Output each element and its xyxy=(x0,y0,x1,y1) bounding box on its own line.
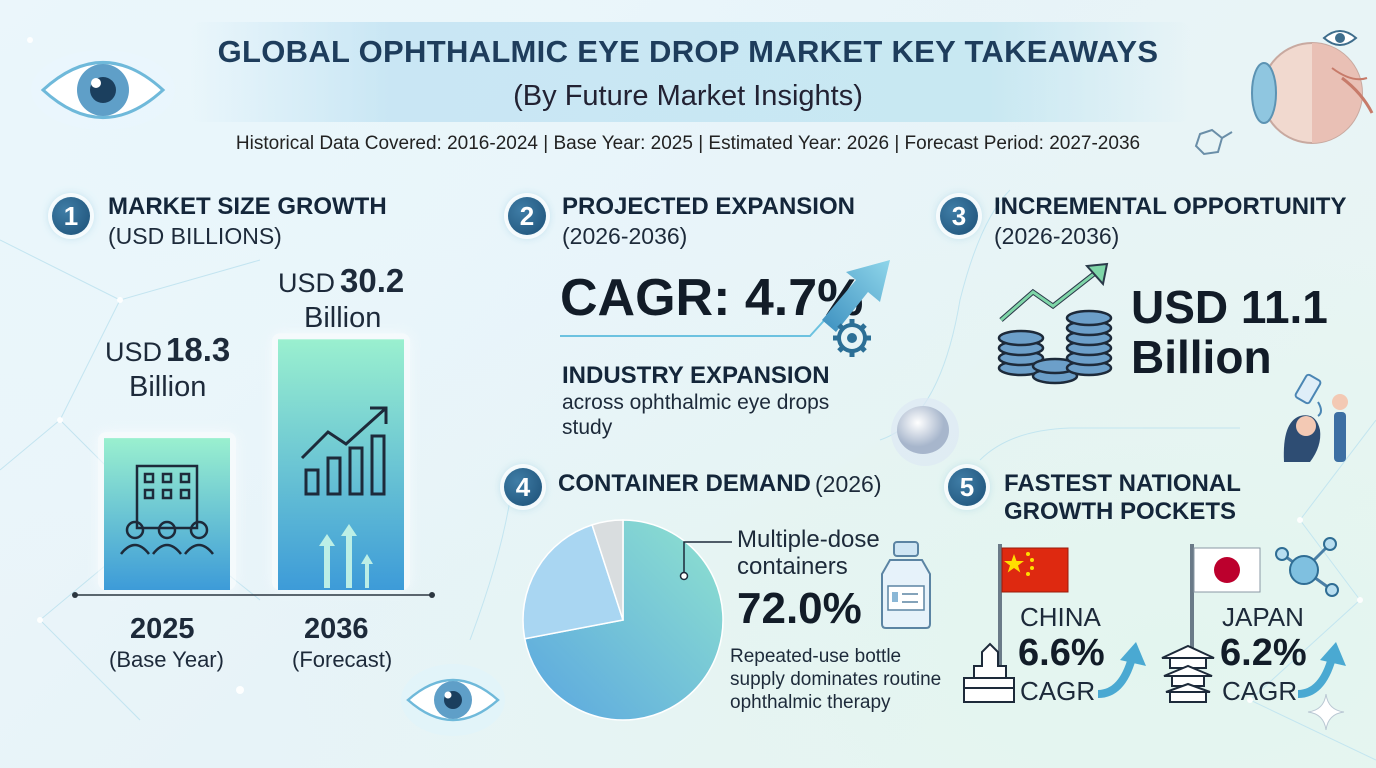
coins-growth-icon xyxy=(997,262,1113,385)
contact-lens-icon xyxy=(891,398,959,466)
incremental-value-line2: Billion xyxy=(1131,331,1272,383)
industry-expansion-line1: across ophthalmic eye drops xyxy=(562,391,830,414)
bar-2036-unit: Billion xyxy=(304,302,382,334)
pie-leader-line xyxy=(679,541,732,581)
up-arrows-decoration xyxy=(319,524,373,588)
data-coverage-line: Historical Data Covered: 2016-2024 | Bas… xyxy=(235,133,1141,154)
japan-flag-icon xyxy=(1190,544,1261,694)
industry-expansion-title: INDUSTRY EXPANSION xyxy=(562,362,830,389)
section-1-title: MARKET SIZE GROWTH xyxy=(108,193,387,220)
china-flag-icon xyxy=(998,544,1069,694)
section-2-title: PROJECTED EXPANSION xyxy=(562,193,855,220)
sparkle-icon xyxy=(1307,693,1345,731)
pie-slice-3 xyxy=(591,519,624,621)
page-subtitle: (By Future Market Insights) xyxy=(513,80,863,112)
bar-2025-value: 18.3 xyxy=(166,331,231,368)
china-growth-arrow-icon xyxy=(1097,642,1146,698)
container-demand-pie-chart xyxy=(522,519,724,721)
pie-label-line2: containers xyxy=(737,553,848,580)
china-cagr-unit: CAGR xyxy=(1020,676,1096,706)
china-cagr-value: 6.6% xyxy=(1018,632,1105,674)
japan-label: JAPAN xyxy=(1222,602,1304,632)
dropper-bottle-icon xyxy=(881,541,931,629)
eyeball-anatomy-icon xyxy=(1251,42,1374,144)
x-label-2025: 2025 xyxy=(130,613,195,645)
section-4-title-suffix: (2026) xyxy=(815,471,882,497)
pie-slice-1 xyxy=(523,519,724,721)
bar-2036-value-prefix: USD xyxy=(278,268,336,298)
pie-note-line2: supply dominates routine xyxy=(730,669,942,690)
japan-cagr-unit: CAGR xyxy=(1222,676,1298,706)
section-1-subtitle: (USD BILLIONS) xyxy=(108,223,282,249)
market-size-bar-chart xyxy=(72,333,435,598)
x-label-2036: 2036 xyxy=(304,613,369,645)
eye-drop-patient-icon xyxy=(1283,373,1348,462)
section-1-badge: 1 xyxy=(52,197,90,235)
section-3-subtitle: (2026-2036) xyxy=(994,223,1120,249)
title-band xyxy=(190,22,1190,122)
china-label: CHINA xyxy=(1020,602,1101,632)
section-3-badge: 3 xyxy=(940,197,978,235)
molecule-icon xyxy=(1275,537,1339,597)
x-label-2036-note: (Forecast) xyxy=(292,647,393,672)
eye-icon xyxy=(31,50,175,130)
x-label-2025-note: (Base Year) xyxy=(109,647,224,672)
japan-growth-arrow-icon xyxy=(1297,642,1346,698)
japan-cagr-value: 6.2% xyxy=(1220,632,1307,674)
eye-icon xyxy=(1322,30,1358,46)
building-people-icon xyxy=(120,464,214,555)
molecule-icon xyxy=(1194,128,1233,156)
page-title: GLOBAL OPHTHALMIC EYE DROP MARKET KEY TA… xyxy=(217,34,1159,69)
pie-label-line1: Multiple-dose xyxy=(737,526,880,553)
pie-slice-2 xyxy=(522,523,624,640)
incremental-value-line1: USD 11.1 xyxy=(1131,281,1328,333)
bar-2036-value: 30.2 xyxy=(340,262,405,299)
landmark-icon xyxy=(1161,644,1215,703)
landmark-icon xyxy=(963,642,1015,703)
section-5-badge: 5 xyxy=(948,468,986,506)
section-2-subtitle: (2026-2036) xyxy=(562,223,688,249)
pie-main-value: 72.0% xyxy=(737,584,862,633)
pie-note-line3: ophthalmic therapy xyxy=(730,692,891,713)
eye-icon xyxy=(401,664,505,736)
bar-2025-value-prefix: USD xyxy=(105,337,163,367)
trend-arrow-gear-icon xyxy=(560,260,890,357)
section-4-badge: 4 xyxy=(504,468,542,506)
cagr-value: CAGR: 4.7% xyxy=(560,269,864,327)
section-3-title: INCREMENTAL OPPORTUNITY xyxy=(994,193,1347,220)
section-5-title-line1: FASTEST NATIONAL xyxy=(1004,470,1241,497)
section-4-title: CONTAINER DEMAND xyxy=(558,470,811,497)
bar-2025 xyxy=(104,438,230,590)
section-2-badge: 2 xyxy=(508,197,546,235)
pie-note-line1: Repeated-use bottle xyxy=(730,646,902,667)
bar-2025-unit: Billion xyxy=(129,371,207,403)
growth-chart-icon xyxy=(300,406,388,496)
section-5-title-line2: GROWTH POCKETS xyxy=(1004,498,1236,525)
industry-expansion-line2: study xyxy=(562,416,613,439)
